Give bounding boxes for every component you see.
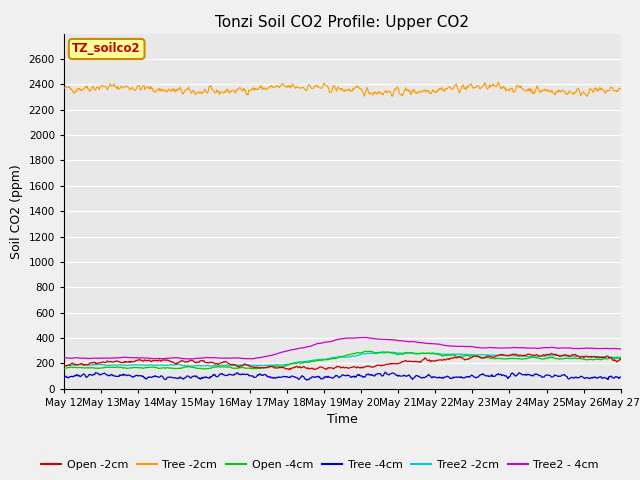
Y-axis label: Soil CO2 (ppm): Soil CO2 (ppm) xyxy=(10,164,23,259)
Legend: Open -2cm, Tree -2cm, Open -4cm, Tree -4cm, Tree2 -2cm, Tree2 - 4cm: Open -2cm, Tree -2cm, Open -4cm, Tree -4… xyxy=(36,456,604,474)
Title: Tonzi Soil CO2 Profile: Upper CO2: Tonzi Soil CO2 Profile: Upper CO2 xyxy=(216,15,469,30)
X-axis label: Time: Time xyxy=(327,413,358,426)
Text: TZ_soilco2: TZ_soilco2 xyxy=(72,42,141,56)
